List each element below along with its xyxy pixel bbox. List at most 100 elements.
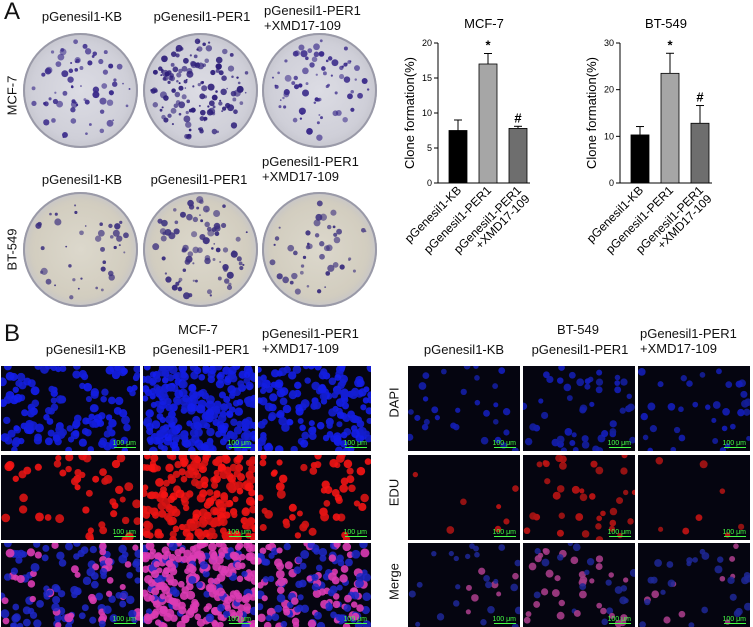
cell-nucleus xyxy=(145,422,154,431)
colony-dot xyxy=(206,209,208,212)
cell-nucleus xyxy=(259,387,267,395)
cell-nucleus xyxy=(217,604,225,612)
cell-nucleus xyxy=(64,613,74,623)
colony-dot xyxy=(207,105,210,108)
cell-nucleus xyxy=(318,547,328,557)
colony-dot xyxy=(271,76,274,79)
cell-nucleus xyxy=(722,407,730,416)
colony-dot xyxy=(316,289,322,294)
y-tick-label: 20 xyxy=(604,85,614,95)
cell-nucleus xyxy=(288,503,297,512)
cell-nucleus xyxy=(453,600,460,607)
cell-nucleus xyxy=(178,547,186,554)
cell-nucleus xyxy=(595,563,603,570)
colony-dot xyxy=(352,269,356,273)
cell-nucleus xyxy=(184,469,194,479)
cell-nucleus xyxy=(416,581,423,588)
colony-dot xyxy=(227,104,235,112)
colony-dot xyxy=(222,106,227,111)
cell-nucleus xyxy=(307,619,317,627)
colony-dot xyxy=(334,91,338,95)
cell-nucleus xyxy=(35,512,44,522)
colony-dot xyxy=(102,260,107,265)
colony-dot xyxy=(301,89,310,97)
b-bt-col-per1: pGenesil1-PER1 xyxy=(531,342,629,357)
cell-nucleus xyxy=(412,471,419,478)
cell-nucleus xyxy=(162,553,169,560)
cell-nucleus xyxy=(258,582,264,589)
cell-nucleus xyxy=(148,594,155,602)
colony-dot xyxy=(293,84,300,90)
colony-dot xyxy=(154,89,158,93)
chart-title: BT-549 xyxy=(645,16,687,31)
colony-dot xyxy=(287,244,295,252)
cell-nucleus xyxy=(261,595,268,602)
cell-nucleus xyxy=(196,550,205,560)
colony-dot xyxy=(172,66,179,73)
cell-nucleus xyxy=(212,418,220,427)
cell-nucleus xyxy=(189,602,198,611)
cell-nucleus xyxy=(296,604,304,612)
cell-nucleus xyxy=(65,455,74,462)
colony-dot xyxy=(274,84,279,89)
colony-dot xyxy=(178,277,183,282)
colony-dot xyxy=(313,219,321,227)
colony-dot xyxy=(168,75,174,81)
cell-nucleus xyxy=(340,440,348,448)
colony-dot xyxy=(123,251,126,254)
cell-nucleus xyxy=(87,446,95,451)
cell-nucleus xyxy=(258,444,263,451)
colony-dot xyxy=(161,106,164,109)
scale-bar xyxy=(114,623,136,624)
cell-nucleus xyxy=(421,423,429,431)
cell-nucleus xyxy=(148,446,158,451)
cell-nucleus xyxy=(579,583,587,590)
colony-dot xyxy=(302,255,307,260)
cell-nucleus xyxy=(12,475,19,482)
cell-nucleus xyxy=(245,532,252,539)
cell-nucleus xyxy=(195,581,204,589)
colony-dot xyxy=(345,62,348,65)
cell-nucleus xyxy=(455,584,461,590)
colony-dot xyxy=(212,258,216,261)
cell-nucleus xyxy=(155,478,164,487)
cell-nucleus xyxy=(346,467,354,475)
cell-nucleus xyxy=(211,621,220,627)
cell-nucleus xyxy=(227,385,236,394)
scale-bar-label: 100 μm xyxy=(343,529,368,536)
cell-nucleus xyxy=(320,368,328,376)
cell-nucleus xyxy=(483,574,490,582)
y-tick-label: 20 xyxy=(422,38,432,48)
cell-nucleus xyxy=(300,463,308,472)
mcf7-title-b: MCF-7 xyxy=(178,322,218,337)
colony-dot xyxy=(80,277,83,280)
colony-dot xyxy=(72,278,76,282)
cell-nucleus xyxy=(649,425,657,433)
cell-nucleus xyxy=(165,463,174,473)
colony-dot xyxy=(164,228,172,236)
colony-dot xyxy=(70,100,78,108)
cell-nucleus xyxy=(79,471,86,479)
cell-nucleus xyxy=(161,445,168,451)
colony-dot xyxy=(316,134,323,141)
cell-nucleus xyxy=(581,441,590,449)
cell-nucleus xyxy=(120,436,129,445)
colony-dot xyxy=(189,54,192,57)
cell-nucleus xyxy=(143,613,151,621)
colony-dot xyxy=(277,71,280,75)
cell-nucleus xyxy=(164,595,173,604)
colony-dish-mcf7-kb xyxy=(23,33,138,148)
colony-dot xyxy=(208,107,216,115)
cell-nucleus xyxy=(219,517,228,527)
cell-nucleus xyxy=(186,590,196,600)
cell-nucleus xyxy=(536,461,543,468)
cell-nucleus xyxy=(568,371,576,379)
cell-nucleus xyxy=(620,614,628,622)
cell-nucleus xyxy=(219,470,229,480)
colony-dot xyxy=(230,250,238,258)
cell-nucleus xyxy=(660,589,666,595)
colony-dot xyxy=(333,232,338,237)
cell-nucleus xyxy=(216,573,226,582)
colony-dot xyxy=(202,42,206,46)
colony-dot xyxy=(99,222,103,226)
